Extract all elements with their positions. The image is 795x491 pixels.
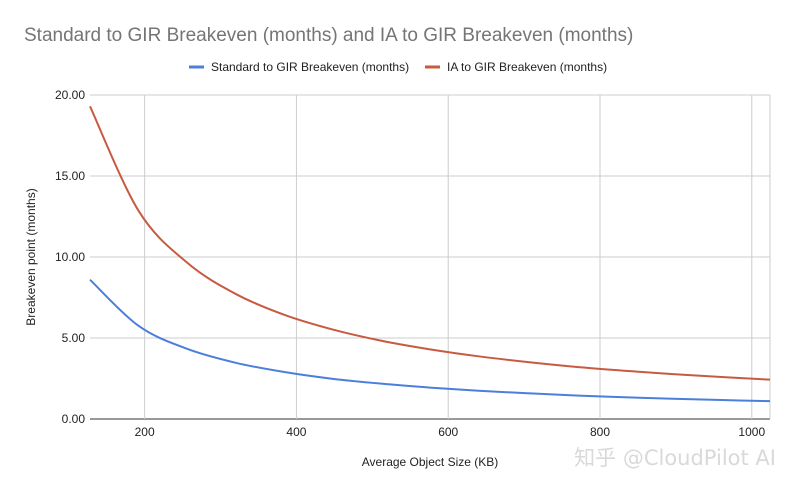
legend-label-standard: Standard to GIR Breakeven (months) (211, 60, 409, 74)
x-tick-label: 800 (590, 425, 610, 439)
y-tick-label: 20.00 (55, 88, 85, 102)
x-tick-label: 1000 (738, 425, 765, 439)
y-tick-label: 10.00 (55, 250, 85, 264)
series-lines (89, 105, 771, 403)
y-tick-label: 0.00 (62, 412, 86, 426)
chart-title: Standard to GIR Breakeven (months) and I… (24, 25, 633, 46)
x-axis-ticks: 200 400 600 800 1000 (135, 425, 766, 439)
x-tick-label: 600 (438, 425, 458, 439)
series-line-standard (89, 278, 771, 403)
x-tick-label: 200 (135, 425, 155, 439)
y-tick-label: 15.00 (55, 169, 85, 183)
y-tick-label: 5.00 (62, 331, 86, 345)
legend-label-ia: IA to GIR Breakeven (months) (447, 60, 607, 74)
x-tick-label: 400 (286, 425, 306, 439)
x-axis-label: Average Object Size (KB) (362, 455, 499, 469)
y-axis-ticks: 0.00 5.00 10.00 15.00 20.00 (55, 88, 85, 426)
chart-legend: Standard to GIR Breakeven (months) IA to… (189, 60, 607, 74)
series-line-ia (89, 105, 771, 381)
y-axis-label: Breakeven point (months) (24, 188, 38, 325)
watermark: 知乎 @CloudPilot AI (574, 446, 776, 470)
gridlines (90, 94, 771, 420)
